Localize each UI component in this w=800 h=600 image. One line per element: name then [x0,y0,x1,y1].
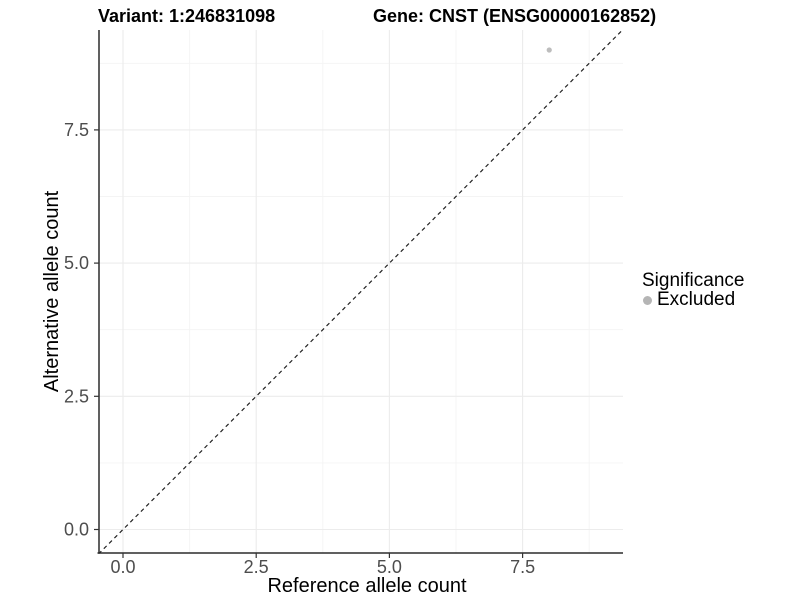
gridlines-major [99,30,623,553]
plot-title-variant: Variant: 1:246831098 [98,6,276,26]
x-tick-label: 7.5 [510,557,535,577]
legend-title: Significance [642,270,745,291]
y-tick-label: 7.5 [64,120,89,140]
x-axis-title: Reference allele count [267,575,466,597]
x-tick-label: 5.0 [377,557,402,577]
legend-item-label: Excluded [657,289,736,310]
legend-key-circle-icon [643,295,652,305]
plot-title-gene: Gene: CNST (ENSG00000162852) [373,6,657,26]
legend-item-excluded: Excluded [643,289,735,311]
y-tick-label: 2.5 [64,386,89,406]
x-tick-label: 2.5 [244,557,269,577]
y-tick-label: 0.0 [64,520,89,540]
identity-reference-line [99,30,623,553]
data-point-excluded [546,47,552,53]
y-axis-title: Alternative allele count [41,190,63,392]
y-tick-label: 5.0 [64,253,89,273]
gridlines-minor [99,30,623,553]
axis-ticks [94,129,524,558]
axis-tick-labels: 0.0 2.5 5.0 7.5 0.0 2.5 5.0 7.5 [64,120,535,577]
x-tick-label: 0.0 [110,557,135,577]
